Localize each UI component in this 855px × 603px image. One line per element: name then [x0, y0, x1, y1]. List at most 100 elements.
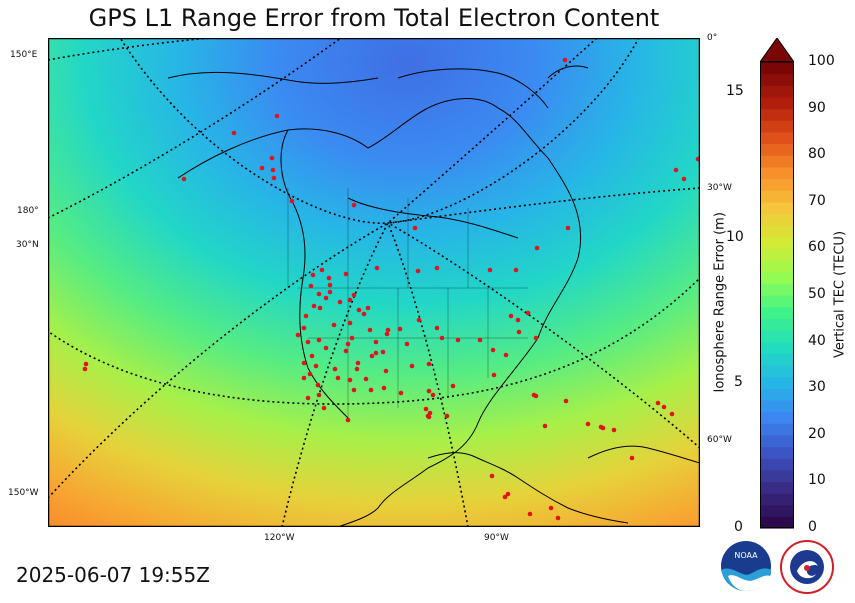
station-marker: [412, 225, 418, 231]
colorbar-step: [760, 493, 794, 506]
colorbar-step: [760, 271, 794, 284]
graticule-label-30w: 30°W: [707, 183, 732, 193]
station-marker: [305, 395, 311, 401]
station-marker: [598, 424, 604, 430]
station-marker: [409, 363, 415, 369]
station-marker: [301, 360, 307, 366]
colorbar-step: [760, 62, 794, 75]
colorbar-step: [760, 225, 794, 238]
station-marker: [439, 335, 445, 341]
tec-map: [48, 38, 700, 527]
station-marker: [629, 455, 635, 461]
station-marker: [315, 382, 321, 388]
station-marker: [82, 366, 88, 372]
station-marker: [351, 387, 357, 393]
station-marker: [416, 317, 422, 323]
graticule-label-180: 180°: [17, 206, 39, 216]
right-tick-60: 60: [808, 239, 826, 256]
colorbar-step: [760, 423, 794, 436]
station-marker: [434, 325, 440, 331]
station-marker: [384, 331, 390, 337]
colorbar-step: [760, 143, 794, 156]
station-marker: [368, 387, 374, 393]
station-marker: [585, 421, 591, 427]
station-marker: [326, 275, 332, 281]
station-marker: [316, 392, 322, 398]
coastlines: [167, 65, 700, 527]
colorbar-step: [760, 190, 794, 203]
colorbar-step: [760, 306, 794, 319]
colorbar-step: [760, 295, 794, 308]
station-marker: [444, 413, 450, 419]
station-marker: [508, 313, 514, 319]
noaa-logo-text: NOAA: [734, 551, 758, 560]
graticule-label-0: 0°: [707, 33, 718, 43]
station-marker: [311, 303, 317, 309]
station-marker: [316, 337, 322, 343]
graticule-label-120w: 120°W: [264, 533, 295, 543]
colorbar-step: [760, 318, 794, 331]
right-tick-20: 20: [808, 425, 826, 442]
station-marker: [310, 272, 316, 278]
station-marker: [491, 372, 497, 378]
station-marker: [331, 322, 337, 328]
graticule-label-150e: 150°E: [10, 50, 38, 60]
station-marker: [271, 175, 277, 181]
colorbar-step: [760, 469, 794, 482]
station-marker: [345, 417, 351, 423]
station-marker: [355, 360, 361, 366]
station-marker: [343, 271, 349, 277]
station-marker: [455, 337, 461, 343]
station-marker: [295, 332, 301, 338]
map-frame: [48, 38, 700, 527]
station-marker: [450, 383, 456, 389]
graticule-label-30n: 30°N: [16, 240, 39, 250]
left-axis-title: Ionosphere Range Error (m): [712, 212, 728, 393]
timestamp: 2025-06-07 19:55Z: [16, 563, 210, 587]
station-marker: [321, 405, 327, 411]
station-marker: [477, 337, 483, 343]
station-marker: [327, 282, 333, 288]
station-marker: [516, 329, 522, 335]
station-marker: [289, 198, 295, 204]
colorbar-step: [760, 108, 794, 121]
station-marker: [548, 505, 554, 511]
station-marker: [404, 341, 410, 347]
station-marker: [349, 335, 355, 341]
left-tick-0: 0: [734, 519, 743, 535]
station-marker: [385, 327, 391, 333]
right-tick-10: 10: [808, 472, 826, 489]
colorbar-frame: [760, 61, 794, 528]
station-marker: [673, 167, 679, 173]
station-marker: [423, 406, 429, 412]
colorbar-step: [760, 364, 794, 378]
station-marker: [332, 366, 338, 372]
colorbar-step: [760, 96, 794, 110]
station-marker: [487, 267, 493, 273]
colorbar: [760, 38, 794, 529]
station-marker: [305, 339, 311, 345]
station-marker: [347, 320, 353, 326]
station-marker: [319, 267, 325, 273]
station-marker: [515, 317, 521, 323]
station-marker: [502, 494, 508, 500]
colorbar-step: [760, 399, 794, 413]
graticule-label-150w: 150°W: [8, 488, 39, 498]
right-tick-40: 40: [808, 332, 826, 349]
colorbar-step: [760, 166, 794, 180]
station-marker: [655, 400, 661, 406]
station-marker: [369, 353, 375, 359]
station-marker: [313, 363, 319, 369]
station-marker: [534, 245, 540, 251]
station-marker: [531, 392, 537, 398]
station-markers: [82, 57, 700, 521]
station-marker: [316, 291, 322, 297]
station-marker: [363, 376, 369, 382]
station-marker: [562, 57, 568, 63]
right-tick-80: 80: [808, 146, 826, 163]
station-marker: [434, 265, 440, 271]
station-marker: [398, 390, 404, 396]
colorbar-step: [760, 201, 794, 215]
station-marker: [365, 305, 371, 311]
graticule-label-60w: 60°W: [707, 435, 732, 445]
